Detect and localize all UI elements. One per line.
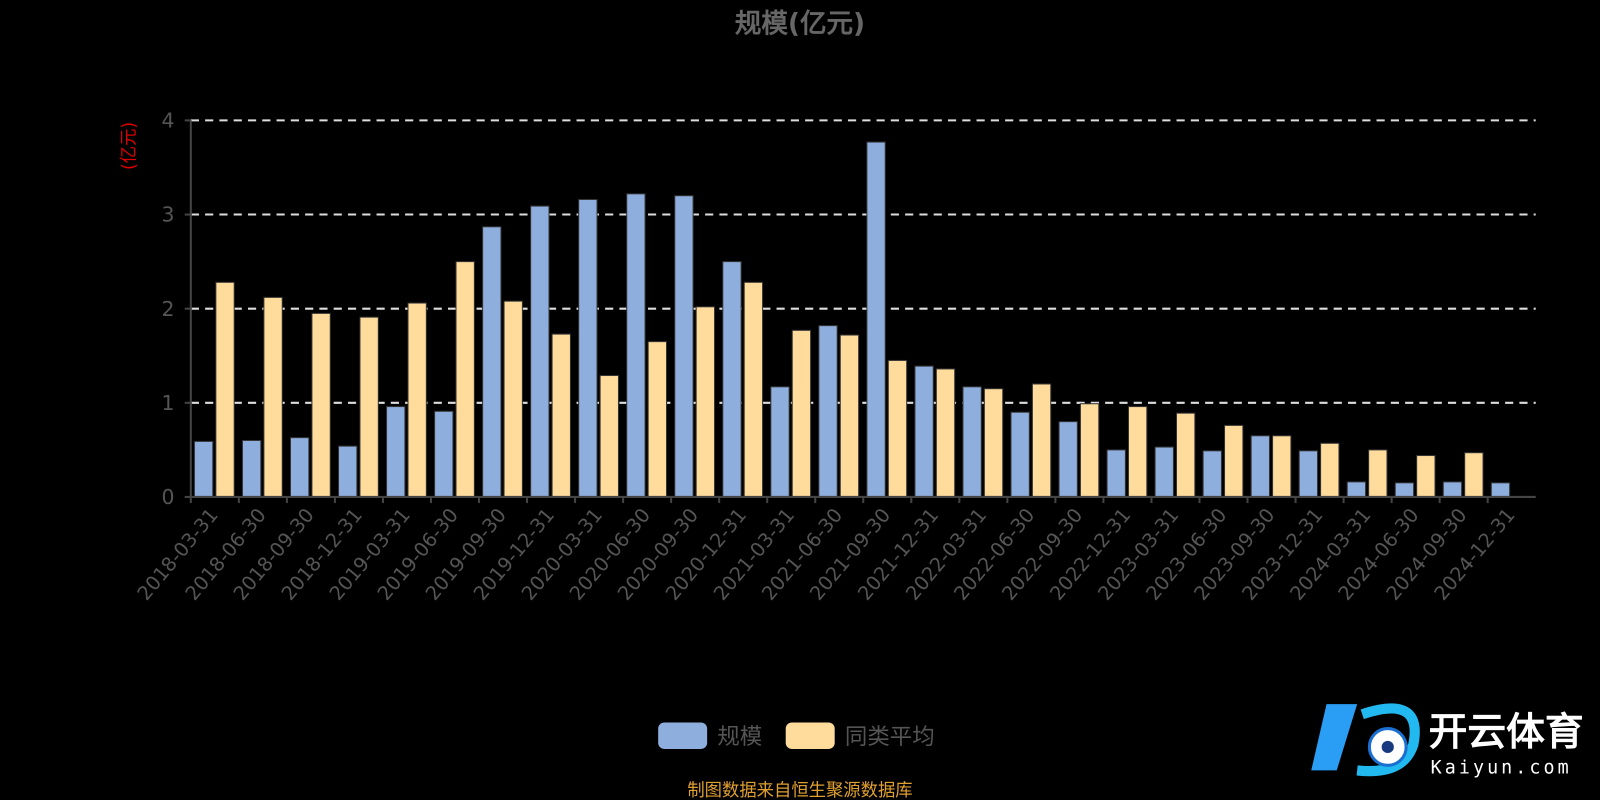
kaiyun-logo: 开云体育 Kaiyun.com (1311, 703, 1584, 778)
bar-average (503, 300, 523, 498)
bar-scale (1394, 482, 1415, 498)
bar-scale (530, 205, 550, 498)
chart-title: 规模(亿元) (735, 9, 865, 40)
bar-scale (626, 193, 646, 498)
bar-average (983, 388, 1004, 498)
bar-average (215, 281, 235, 498)
bar-average (599, 374, 619, 498)
data-source-note: 制图数据来自恒生聚源数据库 (687, 781, 912, 800)
bar-average (1127, 406, 1148, 498)
svg-text:Kaiyun.com: Kaiyun.com (1431, 757, 1572, 778)
bar-scale (1490, 482, 1511, 498)
legend-label-average[interactable]: 同类平均 (845, 724, 935, 750)
bar-average (839, 334, 860, 498)
y-tick-label: 1 (162, 391, 175, 415)
bar-average (1464, 452, 1484, 498)
bar-scale (289, 437, 310, 498)
bar-scale (482, 226, 502, 498)
bar-scale (818, 325, 838, 498)
bar-scale (1058, 421, 1078, 498)
bar-average (263, 296, 283, 498)
bar-scale (1202, 450, 1222, 498)
bar-average (455, 261, 475, 498)
bar-average (407, 302, 427, 498)
legend: 规模 同类平均 (658, 722, 935, 750)
bar-average (935, 368, 956, 498)
bar-scale (338, 445, 358, 498)
bar-average (359, 316, 379, 498)
bar-average (551, 333, 571, 498)
bar-average (1368, 449, 1388, 498)
bar-average (887, 359, 908, 498)
bar-scale (914, 365, 934, 498)
bar-average (1224, 424, 1244, 498)
y-tick-label: 4 (162, 109, 175, 133)
bar-scale (962, 386, 982, 498)
bar-scale (722, 261, 742, 498)
bar-scale (193, 440, 214, 498)
bar-scale (1298, 450, 1319, 498)
bar-average (743, 281, 764, 498)
legend-swatch-average[interactable] (785, 722, 835, 749)
legend-swatch-scale[interactable] (658, 722, 708, 749)
y-axis-label: (亿元) (120, 122, 140, 170)
y-tick-label: 2 (162, 297, 175, 321)
bar-average (1079, 403, 1100, 498)
y-tick-label: 3 (162, 203, 175, 227)
bar-scale (1442, 481, 1463, 498)
bar-average (695, 306, 716, 498)
bar-scale (1154, 446, 1174, 498)
bar-scale (578, 198, 598, 498)
bar-average (1416, 455, 1436, 498)
bar-scale (386, 406, 406, 498)
bar-scale (1106, 449, 1126, 498)
bar-scale (1010, 411, 1030, 498)
y-tick-label: 0 (162, 485, 175, 509)
svg-text:开云体育: 开云体育 (1429, 710, 1584, 755)
bar-scale (1346, 481, 1367, 498)
bar-average (1320, 442, 1340, 498)
bar-average (311, 312, 331, 498)
bar-scale (241, 439, 262, 498)
bar-average (1031, 383, 1052, 498)
bar-average (791, 329, 812, 498)
bar-scale (866, 141, 886, 498)
bar-scale (770, 386, 790, 498)
bar-scale (1250, 435, 1271, 498)
bar-scale (434, 410, 454, 498)
bar-average (647, 341, 668, 498)
bar-average (1272, 435, 1292, 498)
bar-scale (674, 195, 694, 498)
bar-average (1175, 412, 1196, 498)
legend-label-scale[interactable]: 规模 (717, 724, 762, 750)
